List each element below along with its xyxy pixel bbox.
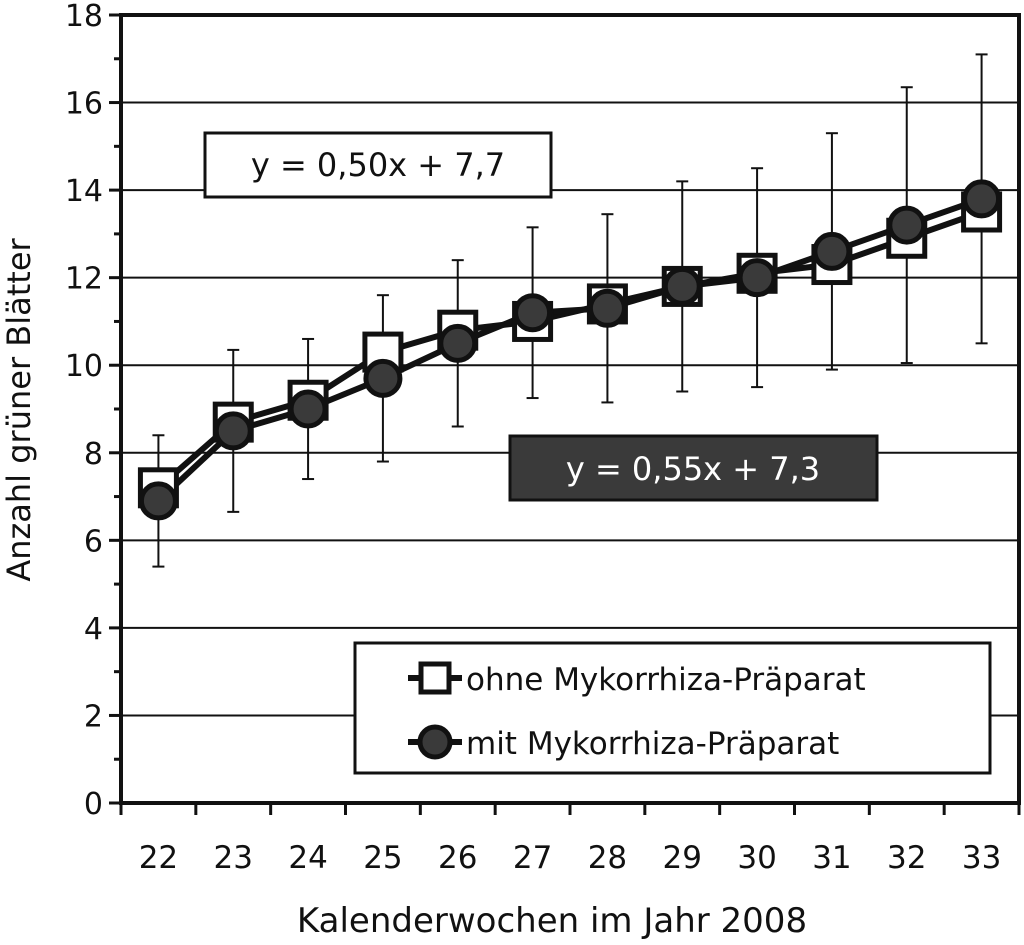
equation-white-text: y = 0,50x + 7,7 <box>251 146 505 184</box>
legend-box <box>353 641 992 775</box>
data-point-mit <box>363 358 403 398</box>
legend: ohne Mykorrhiza-Präparat mit Mykorrhiza-… <box>353 641 992 775</box>
x-tick-label: 26 <box>438 840 477 876</box>
data-point-mit <box>887 205 927 245</box>
equation-box-dark: y = 0,55x + 7,3 <box>508 434 879 502</box>
x-tick-label: 24 <box>288 840 327 876</box>
x-tick-labels: 22 23 24 25 26 27 28 29 30 31 32 33 <box>139 840 1002 876</box>
equation-dark-text: y = 0,55x + 7,3 <box>566 450 820 488</box>
y-tick-label: 14 <box>65 174 103 209</box>
data-point-mit <box>962 179 1002 219</box>
y-tick-labels: 0 2 4 6 8 10 12 14 16 18 <box>65 0 103 822</box>
x-tick-label: 27 <box>513 840 552 876</box>
y-axis-title: Anzahl grüner Blätter <box>0 237 38 581</box>
y-tick-label: 8 <box>84 437 103 472</box>
y-tick-label: 16 <box>65 87 103 122</box>
data-point-mit <box>812 231 852 271</box>
legend-square-marker <box>418 661 452 695</box>
y-tick-label: 18 <box>65 0 103 34</box>
data-point-mit <box>513 293 553 333</box>
data-point-mit <box>662 266 702 306</box>
x-tick-label: 28 <box>588 840 627 876</box>
x-tick-label: 22 <box>139 840 178 876</box>
y-tick-label: 4 <box>84 612 103 647</box>
y-tick-label: 2 <box>84 699 103 734</box>
x-tick-label: 25 <box>363 840 402 876</box>
plot-frame <box>119 13 1021 805</box>
y-tick-label: 0 <box>84 787 103 822</box>
data-point-mit <box>213 411 253 451</box>
legend-label-ohne: ohne Mykorrhiza-Präparat <box>466 662 866 698</box>
legend-item-mit: mit Mykorrhiza-Präparat <box>408 724 839 762</box>
equation-box-white: y = 0,50x + 7,7 <box>203 131 553 199</box>
y-tick-label: 12 <box>65 262 103 297</box>
series-markers <box>137 179 1003 521</box>
data-point-mit <box>438 323 478 363</box>
x-axis-title: Kalenderwochen im Jahr 2008 <box>297 901 807 941</box>
y-tick-label: 10 <box>65 349 103 384</box>
data-point-mit <box>737 258 777 298</box>
x-tick-label: 30 <box>737 840 776 876</box>
data-point-mit <box>138 481 178 521</box>
x-tick-label: 31 <box>812 840 851 876</box>
data-point-mit <box>288 389 328 429</box>
x-tick-label: 29 <box>663 840 702 876</box>
x-tick-label: 23 <box>214 840 253 876</box>
x-tick-label: 32 <box>887 840 926 876</box>
legend-label-mit: mit Mykorrhiza-Präparat <box>466 726 839 762</box>
x-tick-label: 33 <box>962 840 1001 876</box>
y-tick-label: 6 <box>84 524 103 559</box>
data-point-mit <box>587 288 627 328</box>
legend-circle-marker <box>417 724 453 760</box>
legend-item-ohne: ohne Mykorrhiza-Präparat <box>408 661 866 698</box>
